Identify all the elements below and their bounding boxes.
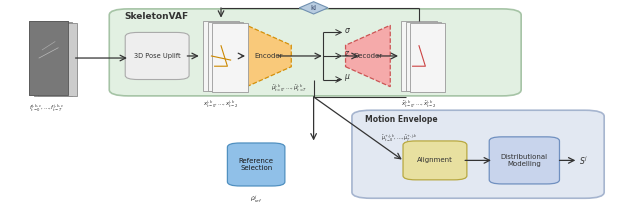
FancyBboxPatch shape — [204, 21, 239, 91]
Polygon shape — [300, 2, 328, 14]
FancyBboxPatch shape — [406, 22, 441, 92]
Text: $x_{t-0}^{j,k},\ldots,x_{t-2}^{j,k}$: $x_{t-0}^{j,k},\ldots,x_{t-2}^{j,k}$ — [204, 99, 239, 110]
Polygon shape — [346, 25, 390, 87]
FancyBboxPatch shape — [29, 21, 68, 95]
Text: $f_{t-0}^{j,k,c},\ldots,f_{t-T}^{j,k,c}$: $f_{t-0}^{j,k,c},\ldots,f_{t-T}^{j,k,c}$ — [29, 103, 65, 114]
FancyBboxPatch shape — [227, 143, 285, 186]
FancyBboxPatch shape — [29, 21, 68, 95]
Text: Distributional
Modelling: Distributional Modelling — [500, 154, 548, 167]
FancyBboxPatch shape — [34, 22, 72, 96]
Text: Motion Envelope: Motion Envelope — [365, 115, 437, 124]
FancyBboxPatch shape — [109, 9, 521, 96]
FancyBboxPatch shape — [489, 137, 559, 184]
Text: Reference
Selection: Reference Selection — [239, 158, 274, 171]
FancyBboxPatch shape — [403, 141, 467, 180]
Text: kl: kl — [310, 5, 317, 11]
Text: $\hat{\mu}_{t-0}^{+,j,k},\ldots,\hat{\mu}_{T}^{+,j,k}$: $\hat{\mu}_{t-0}^{+,j,k},\ldots,\hat{\mu… — [381, 133, 419, 144]
FancyBboxPatch shape — [410, 23, 445, 92]
Text: $S^j$: $S^j$ — [579, 154, 588, 167]
Text: 3D Pose Uplift: 3D Pose Uplift — [134, 53, 180, 59]
Text: Decoder: Decoder — [353, 53, 383, 59]
Text: $\hat{x}_{t-0}^{j,k},\ldots,\hat{x}_{t-2}^{j,k}$: $\hat{x}_{t-0}^{j,k},\ldots,\hat{x}_{t-2… — [401, 99, 437, 110]
FancyBboxPatch shape — [352, 110, 604, 198]
FancyBboxPatch shape — [208, 22, 243, 92]
Text: SkeletonVAF: SkeletonVAF — [124, 12, 188, 21]
Text: Encoder: Encoder — [255, 53, 283, 59]
FancyBboxPatch shape — [125, 32, 189, 79]
FancyBboxPatch shape — [212, 23, 248, 92]
Text: Alignment: Alignment — [417, 157, 453, 163]
Text: $\hat{\mu}_{ref}^{j}$: $\hat{\mu}_{ref}^{j}$ — [250, 193, 262, 205]
FancyBboxPatch shape — [401, 21, 436, 91]
Polygon shape — [246, 25, 291, 87]
Text: $z$: $z$ — [344, 50, 351, 58]
FancyBboxPatch shape — [38, 23, 77, 96]
Text: $\mu$: $\mu$ — [344, 72, 351, 83]
Text: $\sigma$: $\sigma$ — [344, 26, 351, 35]
Text: $\hat{\mu}_{t=0}^{j,k},\ldots,\hat{\mu}_{t=T}^{j,k}$: $\hat{\mu}_{t=0}^{j,k},\ldots,\hat{\mu}_… — [271, 83, 307, 94]
